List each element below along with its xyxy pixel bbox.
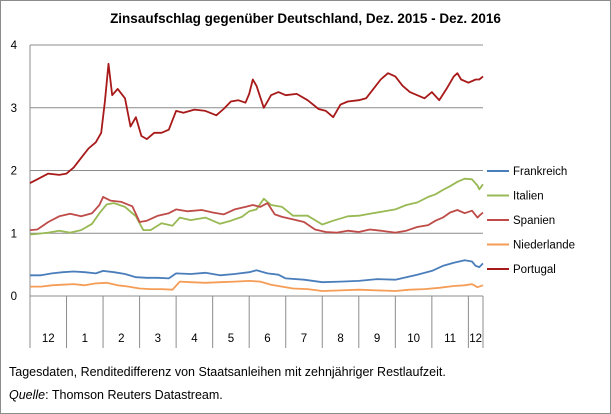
x-month-label: 6 <box>264 333 270 345</box>
y-tick-label: 1 <box>11 228 17 240</box>
legend-label-spanien: Spanien <box>513 215 555 227</box>
x-month-label: 10 <box>407 333 420 345</box>
x-month-label: 9 <box>374 333 380 345</box>
x-month-label: 4 <box>191 333 198 345</box>
legend-label-niederlande: Niederlande <box>513 240 575 252</box>
y-tick-label: 2 <box>11 166 17 178</box>
source-text: : Thomson Reuters Datastream. <box>45 388 223 402</box>
series-line-frankreich <box>30 259 484 284</box>
footnote-description: Tagesdaten, Renditedifferenz von Staatsa… <box>9 365 446 379</box>
x-month-label: 12 <box>42 333 55 345</box>
y-tick-label: 0 <box>11 291 17 303</box>
legend-label-frankreich: Frankreich <box>513 166 567 178</box>
series-line-portugal <box>29 62 484 184</box>
x-month-label: 7 <box>301 333 307 345</box>
series-line-spanien <box>29 196 484 234</box>
footnote-source: Quelle: Thomson Reuters Datastream. <box>9 388 223 402</box>
x-month-label: 5 <box>228 333 234 345</box>
source-label: Quelle <box>9 388 46 402</box>
chart-title: Zinsaufschlag gegenüber Deutschland, Dez… <box>110 11 501 26</box>
x-month-label: 12 <box>469 333 482 345</box>
series-line-italien <box>29 177 484 236</box>
series-line-niederlande <box>30 280 484 292</box>
x-month-label: 11 <box>444 333 456 345</box>
x-month-label: 2 <box>118 333 124 345</box>
x-month-label: 8 <box>337 333 343 345</box>
x-month-label: 1 <box>82 333 88 345</box>
y-tick-label: 3 <box>11 103 17 115</box>
legend-label-italien: Italien <box>513 191 544 203</box>
y-tick-label: 4 <box>11 40 18 52</box>
x-month-label: 3 <box>155 333 161 345</box>
legend-label-portugal: Portugal <box>513 264 556 276</box>
